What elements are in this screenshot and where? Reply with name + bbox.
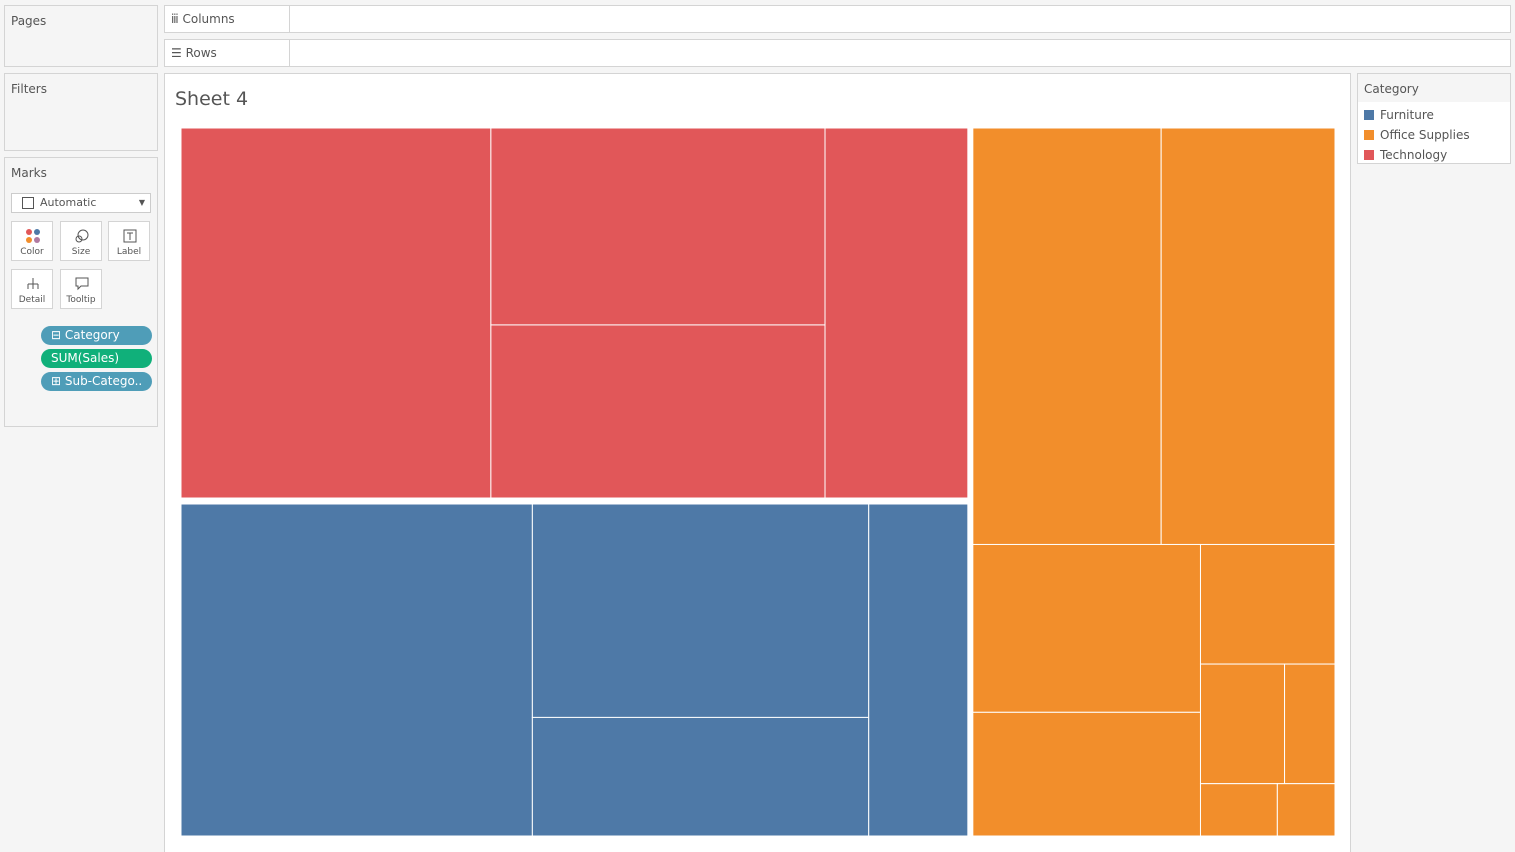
treemap-cell[interactable] [868,503,969,836]
treemap-cell[interactable] [531,716,870,836]
tooltip-button[interactable]: Tooltip [60,269,102,309]
divider [289,6,290,32]
filters-shelf[interactable]: Filters [4,73,158,151]
mark-type: Automatic [40,196,97,209]
treemap-cell[interactable] [972,543,1201,713]
detail-button[interactable]: Detail [11,269,53,309]
legend-label: Office Supplies [1380,128,1470,142]
rows-label: ☰ Rows [171,46,217,60]
mark-type-dropdown[interactable]: Automatic ▼ [11,193,151,213]
treemap-cell[interactable] [972,128,1162,545]
icon [123,229,137,243]
treemap [181,128,1335,836]
icon [26,229,40,243]
legend-title: Category [1364,82,1419,96]
marks-label: Marks [11,166,47,180]
sheet-title: Sheet 4 [175,88,249,110]
rows-text: Rows [185,46,217,60]
legend-label: Technology [1380,148,1448,162]
treemap-cell[interactable] [181,128,492,499]
color-button[interactable]: Color [11,221,53,261]
mark-icon [22,197,34,209]
columns-shelf[interactable]: ⅲ Columns [164,5,1511,33]
treemap-cell[interactable] [1276,783,1335,836]
pill-label: Category [64,328,120,342]
button-label: Detail [18,295,46,305]
legend-swatch [1364,150,1374,160]
button-label: Color [20,247,44,257]
pill-label: Sub-Catego.. [64,374,143,388]
legend-swatch [1364,110,1374,120]
divider [289,40,290,66]
treemap-cell[interactable] [1199,663,1286,785]
filters-label: Filters [11,82,47,96]
size-button[interactable]: Size [60,221,102,261]
treemap-cell[interactable] [1160,128,1335,545]
label-button[interactable]: Label [108,221,150,261]
columns-label: ⅲ Columns [171,12,235,26]
treemap-cell[interactable] [531,503,870,718]
pages-shelf[interactable]: Pages [4,5,158,67]
button-label: Size [71,247,91,257]
legend-label: Furniture [1380,108,1434,122]
icon [75,229,89,243]
dropdown-arrow: ▼ [138,198,145,207]
icon [75,277,89,291]
legend-item[interactable]: Furniture [1364,108,1434,122]
treemap-cell[interactable] [490,324,826,499]
category-pill[interactable]: ⊟ Category [41,326,152,345]
rows-shelf[interactable]: ☰ Rows [164,39,1511,67]
pill-label: SUM(Sales) [51,351,120,365]
treemap-cell[interactable] [1199,783,1278,836]
treemap-cell[interactable] [490,128,826,326]
columns-text: Columns [182,12,235,26]
treemap-cell[interactable] [1199,543,1335,665]
marks-card: Marks Automatic ▼ Color Size Label Detai… [4,157,158,427]
legend-item[interactable]: Technology [1364,148,1447,162]
treemap-cell[interactable] [181,503,533,836]
icon [27,278,39,289]
sales-pill[interactable]: SUM(Sales) [41,349,152,368]
legend-item[interactable]: Office Supplies [1364,128,1470,142]
legend: Category Furniture Office Supplies Technol… [1357,73,1511,164]
treemap-cell[interactable] [824,128,969,499]
pages-label: Pages [11,14,47,28]
treemap-cell[interactable] [1284,663,1335,785]
legend-swatch [1364,130,1374,140]
treemap-cell[interactable] [972,711,1201,836]
subcategory-pill[interactable]: ⊞ Sub-Catego.. [41,372,152,391]
button-label: Label [116,247,142,257]
button-label: Tooltip [66,295,96,305]
